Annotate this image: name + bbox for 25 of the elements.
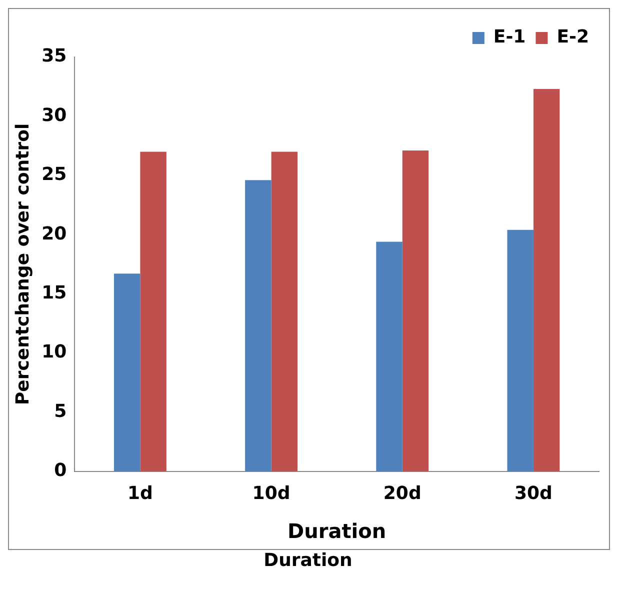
bar [114, 274, 140, 472]
y-tick-label: 30 [42, 104, 67, 126]
legend-label: E-2 [556, 26, 590, 48]
x-axis-title: Duration [288, 519, 386, 544]
y-tick-label: 10 [42, 342, 67, 363]
y-tick-label: 25 [42, 164, 67, 186]
bar [140, 152, 166, 472]
bar [533, 88, 560, 472]
bar [245, 180, 272, 472]
bar [507, 230, 534, 472]
y-tick-label: 15 [42, 282, 67, 304]
y-axis-title: Percentchange over control [12, 123, 34, 406]
text: Duration [262, 550, 354, 571]
bar [376, 242, 402, 472]
x-tick-label: 1d [127, 482, 153, 504]
y-tick-label: 5 [54, 400, 67, 422]
x-tick-label: 30d [514, 482, 552, 504]
x-tick-label: 20d [383, 482, 422, 504]
y-tick-label: 35 [42, 46, 67, 67]
y-tick-label: 20 [42, 223, 67, 244]
x-tick-label: 10d [252, 482, 290, 504]
bar [402, 150, 429, 472]
bar [271, 152, 298, 472]
y-tick-label: 0 [54, 460, 67, 482]
legend-label: E-1 [493, 26, 526, 48]
